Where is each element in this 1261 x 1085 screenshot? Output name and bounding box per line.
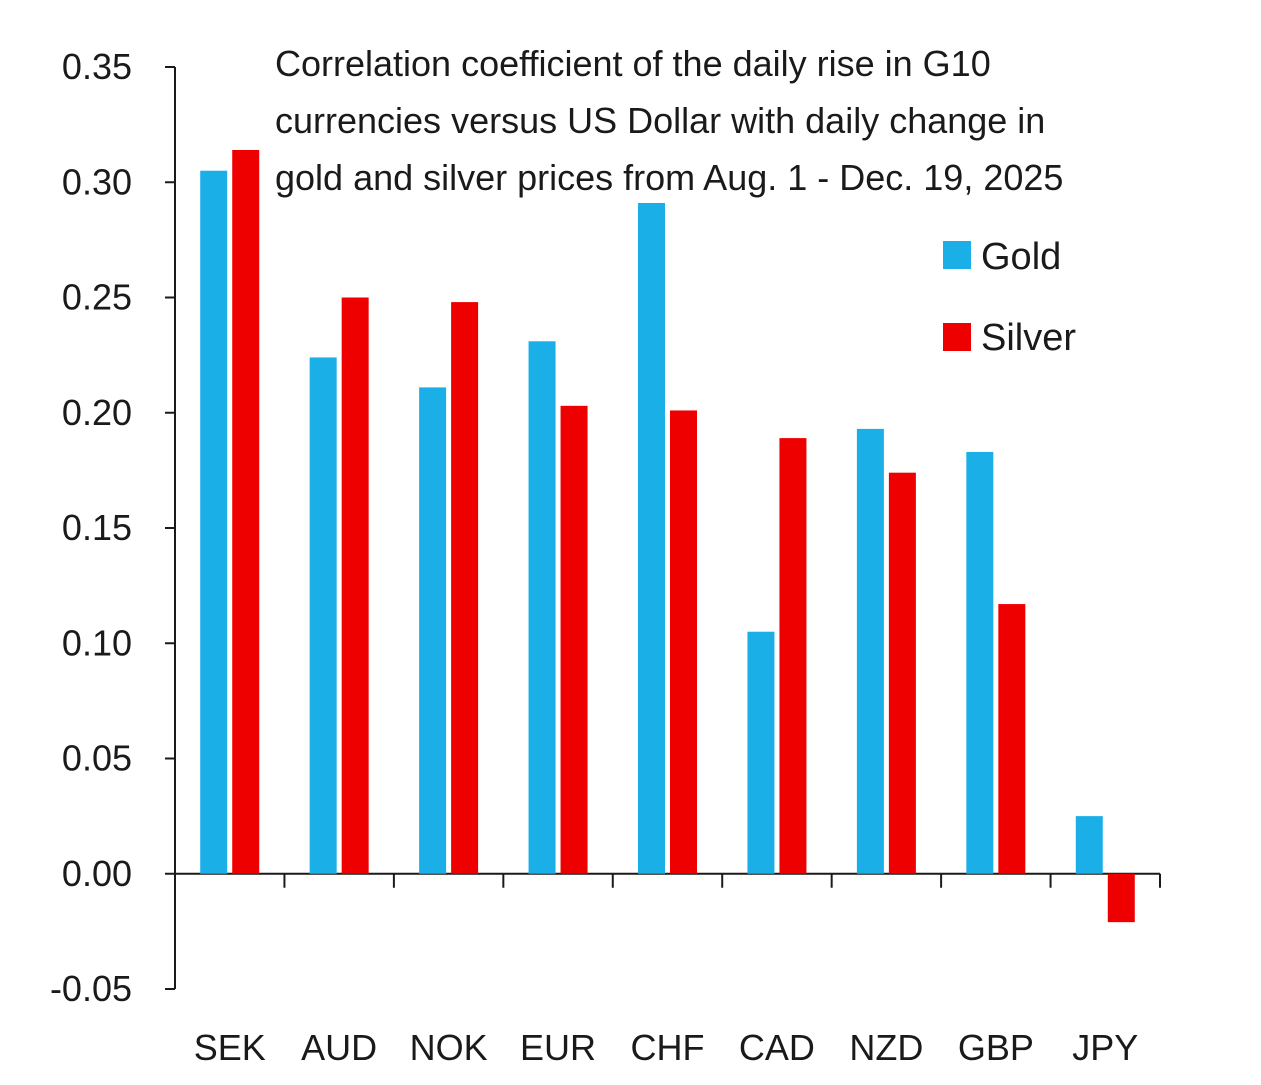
bar-silver-sek	[232, 149, 260, 874]
x-tick-label-gbp: GBP	[958, 1027, 1034, 1068]
bar-gold-eur	[528, 341, 556, 874]
x-tick-label-sek: SEK	[194, 1027, 266, 1068]
title-line-2: currencies versus US Dollar with daily c…	[275, 100, 1045, 141]
y-tick-label: -0.05	[50, 968, 132, 1009]
bar-silver-cad	[779, 438, 807, 874]
legend: Gold Silver	[943, 236, 1076, 359]
bar-silver-eur	[560, 405, 588, 874]
y-tick-label: 0.20	[62, 392, 132, 433]
chart-title: Correlation coefficient of the daily ris…	[275, 43, 1063, 198]
x-tick-label-nok: NOK	[410, 1027, 488, 1068]
bar-gold-cad	[747, 631, 775, 874]
bar-silver-nzd	[888, 472, 916, 874]
bars-group	[200, 149, 1135, 923]
y-tick-label: 0.35	[62, 46, 132, 87]
bar-gold-nzd	[856, 428, 884, 874]
x-tick-label-cad: CAD	[739, 1027, 815, 1068]
bar-silver-nok	[451, 302, 479, 874]
legend-swatch-gold	[943, 241, 971, 269]
bar-gold-jpy	[1075, 816, 1103, 874]
bar-gold-aud	[309, 357, 337, 874]
legend-label-gold: Gold	[981, 236, 1061, 278]
legend-swatch-silver	[943, 323, 971, 351]
bar-silver-aud	[341, 297, 369, 874]
axes-group: 0.35 0.30 0.25 0.20 0.15 0.10 0.05 0.00 -0.05 SEK…	[50, 46, 1161, 1068]
y-tick-label: 0.10	[62, 622, 132, 663]
title-line-3: gold and silver prices from Aug. 1 - Dec…	[275, 157, 1063, 198]
y-tick-label: 0.15	[62, 507, 132, 548]
x-tick-label-jpy: JPY	[1072, 1027, 1138, 1068]
x-tick-label-aud: AUD	[301, 1027, 377, 1068]
y-tick-label: 0.00	[62, 853, 132, 894]
x-tick-label-eur: EUR	[520, 1027, 596, 1068]
bar-gold-chf	[638, 202, 665, 874]
title-line-1: Correlation coefficient of the daily ris…	[275, 43, 991, 84]
y-tick-label: 0.05	[62, 738, 132, 779]
bar-gold-nok	[419, 387, 447, 874]
bar-silver-jpy	[1107, 873, 1135, 923]
y-tick-label: 0.25	[62, 277, 132, 318]
x-tick-label-nzd: NZD	[849, 1027, 923, 1068]
legend-label-silver: Silver	[981, 317, 1076, 359]
bar-silver-chf	[670, 410, 697, 874]
bar-gold-sek	[200, 170, 228, 874]
x-tick-label-chf: CHF	[631, 1027, 705, 1068]
bar-gold-gbp	[966, 451, 994, 874]
y-tick-label: 0.30	[62, 161, 132, 202]
bar-silver-gbp	[998, 604, 1026, 874]
